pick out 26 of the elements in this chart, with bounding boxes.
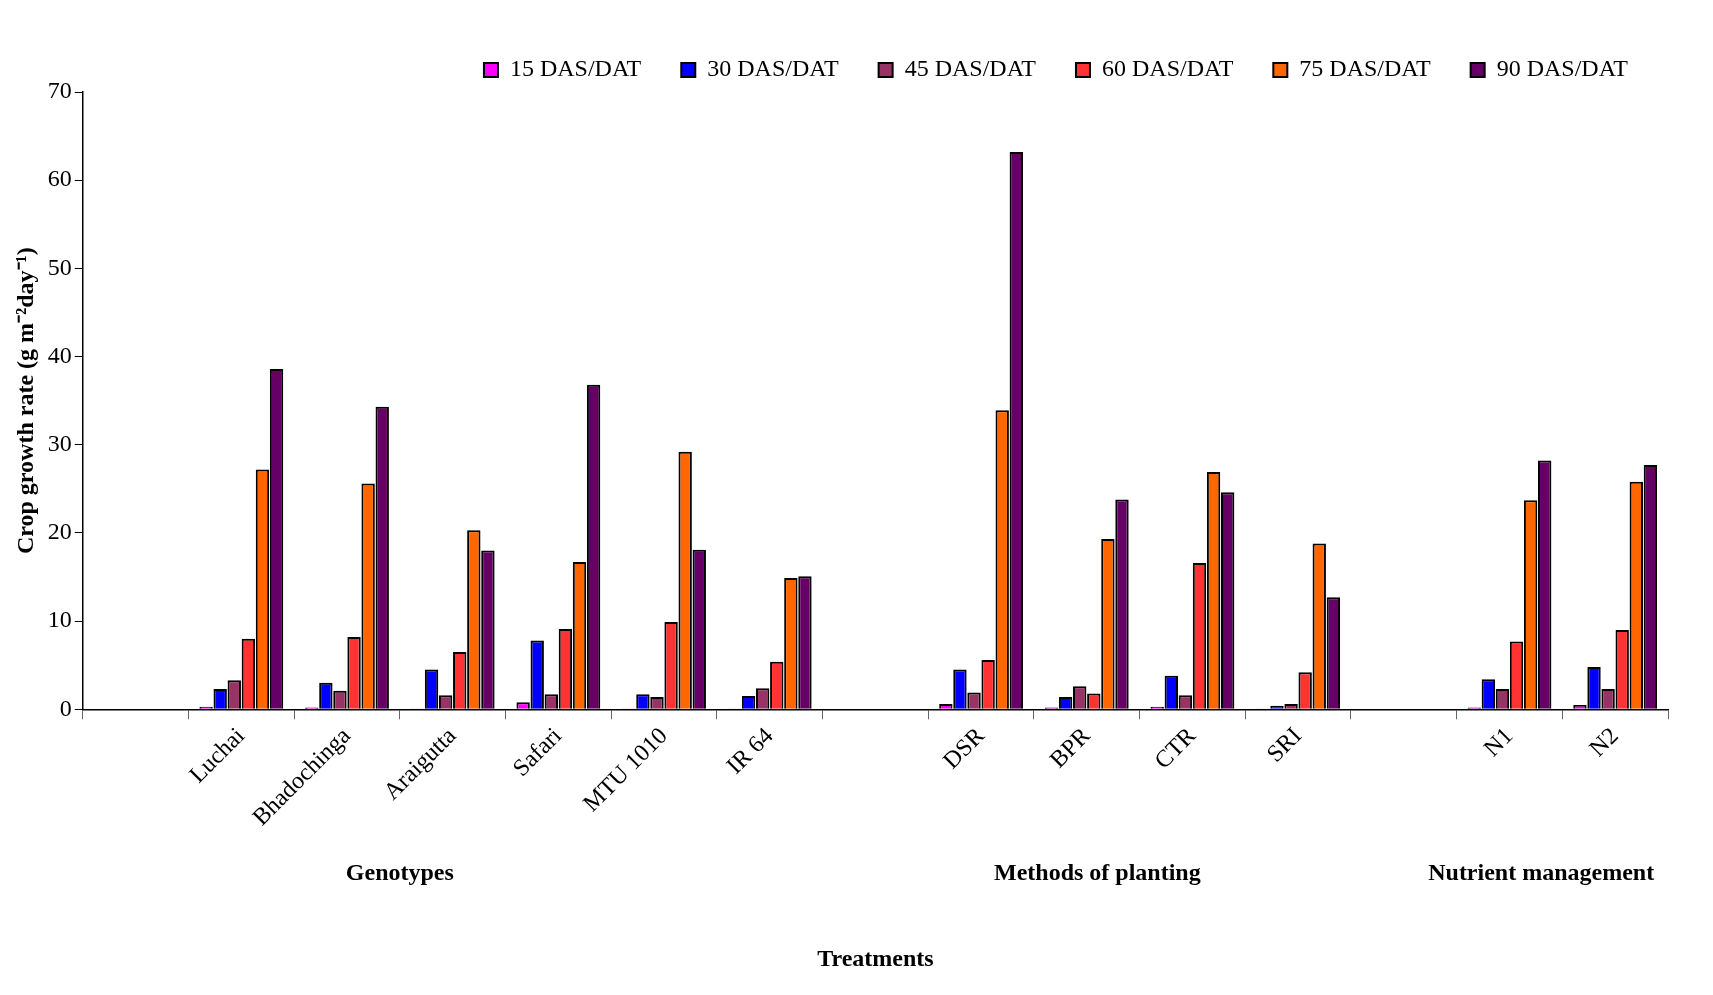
y-tick-label: 60: [47, 165, 72, 192]
legend-label: 15 DAS/DAT: [509, 55, 642, 82]
x-tick-label: N2: [1584, 722, 1624, 762]
y-tick-label: 50: [47, 253, 72, 280]
x-tick-label: CTR: [1149, 722, 1201, 774]
legend-label: 75 DAS/DAT: [1299, 55, 1431, 82]
x-axis-title: Treatments: [817, 944, 934, 971]
y-tick-label: 40: [47, 341, 72, 368]
y-tick-label: 70: [47, 77, 72, 104]
text: Nutrient management: [1428, 859, 1655, 886]
x-tick-label: SRI: [1261, 722, 1307, 767]
text: Methods of planting: [993, 859, 1201, 886]
legend-label: 90 DAS/DAT: [1496, 55, 1629, 82]
y-axis-title: Crop growth rate (g m⁻²day⁻¹): [11, 247, 38, 555]
x-tick-label: DSR: [937, 722, 990, 774]
x-tick-label: IR 64: [721, 722, 778, 779]
legend-label: 45 DAS/DAT: [904, 55, 1037, 82]
x-tick-label: BPR: [1044, 722, 1095, 773]
text: Genotypes: [345, 859, 454, 886]
y-tick-label: 30: [47, 430, 72, 457]
y-tick-label: 20: [47, 518, 72, 545]
y-tick-label: 10: [47, 606, 72, 633]
x-tick-label: N1: [1478, 722, 1518, 762]
legend-label: 60 DAS/DAT: [1101, 55, 1234, 82]
legend-label: 30 DAS/DAT: [707, 55, 839, 82]
y-tick-label: 0: [59, 694, 72, 721]
